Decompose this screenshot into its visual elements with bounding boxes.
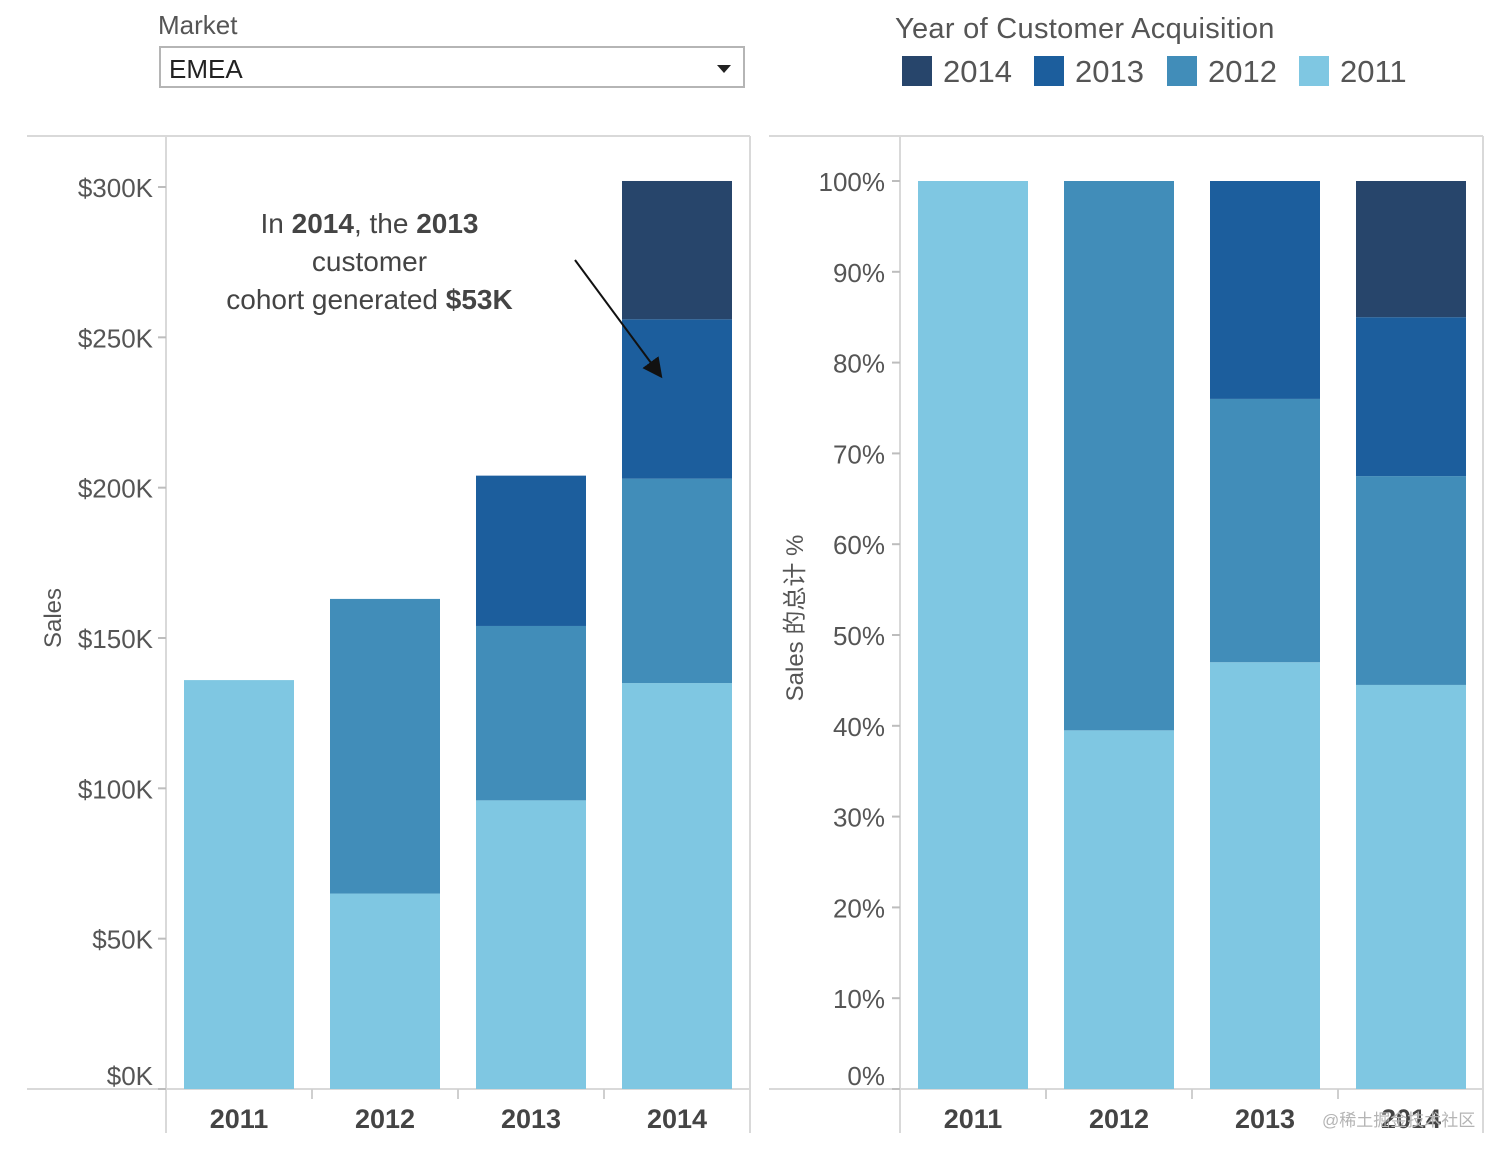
x-tick-label: 2013 — [1235, 1104, 1295, 1134]
bar-2013-cohort-2012[interactable] — [1210, 398, 1320, 663]
y-tick-label: 50% — [833, 621, 885, 651]
chevron-down-icon[interactable] — [717, 65, 731, 73]
y-tick-label: 0% — [847, 1061, 885, 1091]
bar-2012-cohort-2012[interactable] — [330, 598, 440, 894]
y-tick-label: $200K — [78, 474, 154, 504]
market-dropdown[interactable]: EMEA — [159, 46, 745, 88]
x-tick-label: 2011 — [210, 1104, 269, 1134]
market-filter-label: Market — [158, 10, 238, 40]
legend-swatch — [1167, 56, 1197, 86]
bar-2014-cohort-2014[interactable] — [622, 180, 732, 320]
y-tick-label: 90% — [833, 258, 885, 288]
legend-swatch — [1299, 56, 1329, 86]
bar-2012-cohort-2012[interactable] — [1064, 181, 1174, 731]
y-tick-label: 30% — [833, 803, 885, 833]
bar-2013-cohort-2013[interactable] — [476, 475, 586, 626]
y-tick-label: 100% — [819, 167, 886, 197]
y-tick-label: $0K — [107, 1061, 154, 1091]
x-tick-label: 2011 — [944, 1104, 1003, 1134]
bar-2013-cohort-2013[interactable] — [1210, 181, 1320, 399]
bar-2011-cohort-2011[interactable] — [184, 680, 294, 1089]
y-tick-label: $50K — [92, 925, 153, 955]
x-tick-label: 2014 — [1381, 1104, 1441, 1134]
legend-label: 2011 — [1340, 54, 1407, 89]
legend-label: 2012 — [1208, 54, 1277, 89]
bar-2014-cohort-2012[interactable] — [1356, 476, 1466, 685]
y-tick-label: $150K — [78, 624, 154, 654]
y-tick-label: 60% — [833, 530, 885, 560]
bar-2013-cohort-2011[interactable] — [476, 800, 586, 1089]
annotation-arrow — [574, 259, 663, 379]
bar-2014-cohort-2011[interactable] — [1356, 684, 1466, 1089]
bar-2014-cohort-2014[interactable] — [1356, 181, 1466, 318]
x-tick-label: 2013 — [501, 1104, 561, 1134]
bar-2014-cohort-2013[interactable] — [1356, 317, 1466, 477]
y-tick-label: 10% — [833, 984, 885, 1014]
legend-label: 2014 — [943, 54, 1012, 89]
watermark: @稀土掘金技术社区 — [1322, 1111, 1476, 1130]
y-tick-label: 40% — [833, 712, 885, 742]
x-tick-label: 2014 — [647, 1104, 707, 1134]
bar-2013-cohort-2012[interactable] — [476, 625, 586, 801]
bar-2014-cohort-2011[interactable] — [622, 683, 732, 1089]
y-tick-label: $100K — [78, 774, 154, 804]
legend-label: 2013 — [1075, 54, 1144, 89]
y-tick-label: 70% — [833, 439, 885, 469]
chart-2: 0% 10% 20% 30% 40% 50% 60% 70% 80% 90% 100% Sales 的… — [769, 135, 1484, 1134]
y-tick-label: 20% — [833, 893, 885, 923]
bar-2011-cohort-2011[interactable] — [918, 181, 1028, 1089]
x-tick-label: 2012 — [355, 1104, 415, 1134]
bar-2014-cohort-2013[interactable] — [622, 319, 732, 479]
legend-title: Year of Customer Acquisition — [895, 13, 1275, 45]
chart-annotation: In 2014, the 2013 customer cohort genera… — [226, 208, 513, 315]
market-dropdown-value: EMEA — [169, 54, 243, 84]
y-axis-label: Sales — [40, 588, 67, 648]
legend-swatch — [902, 56, 932, 86]
x-tick-label: 2012 — [1089, 1104, 1149, 1134]
legend-swatch — [1034, 56, 1064, 86]
y-tick-label: 80% — [833, 349, 885, 379]
bar-2013-cohort-2011[interactable] — [1210, 662, 1320, 1089]
bar-2012-cohort-2011[interactable] — [330, 893, 440, 1089]
y-tick-label: $250K — [78, 323, 154, 353]
chart-1: $0K $50K $100K $150K $200K $250K $300K Sales 201… — [27, 135, 751, 1134]
bar-2014-cohort-2012[interactable] — [622, 478, 732, 684]
y-tick-label: $300K — [78, 173, 154, 203]
y-axis-label: Sales 的总计 % — [782, 535, 809, 702]
bar-2012-cohort-2011[interactable] — [1064, 730, 1174, 1089]
